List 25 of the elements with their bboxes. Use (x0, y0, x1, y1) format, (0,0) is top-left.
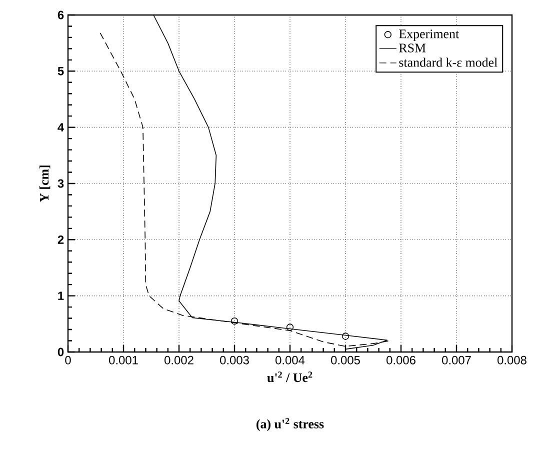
x-tick-label: 0.003 (220, 356, 249, 364)
x-tick-label: 0.005 (331, 356, 360, 364)
point (230, 318, 238, 325)
x-tick-label: 0.002 (164, 356, 194, 364)
x-tick-label: 0.007 (442, 356, 471, 364)
legend-label: RSM (399, 44, 426, 52)
point (286, 324, 294, 331)
x-tick-label: 0.004 (276, 356, 305, 364)
x-tick-label: 0 (65, 356, 71, 364)
y-tick-label: 2 (58, 235, 64, 244)
x-tick-label: 0.001 (109, 356, 138, 364)
x-tick-label: 0.008 (498, 356, 526, 364)
point (342, 332, 350, 340)
text: (a) u'$^{2}$ stress (256, 418, 324, 432)
legend-label: standard k-ε model (399, 58, 498, 67)
y-tick-label: 3 (58, 179, 64, 188)
y-tick-label: 0 (58, 348, 64, 356)
x-tick-label: 0.006 (386, 356, 416, 364)
y-tick-label: 5 (58, 66, 64, 76)
y-tick-label: 1 (58, 292, 64, 300)
x-axis-title: u'$^{2}$ / Ue$^{2}$ (267, 372, 312, 382)
legend-label: Experiment (399, 30, 460, 41)
y-tick-label: 6 (58, 10, 64, 20)
y-tick-label: 4 (58, 123, 64, 132)
y-axis-title: Y [cm] (39, 166, 50, 202)
